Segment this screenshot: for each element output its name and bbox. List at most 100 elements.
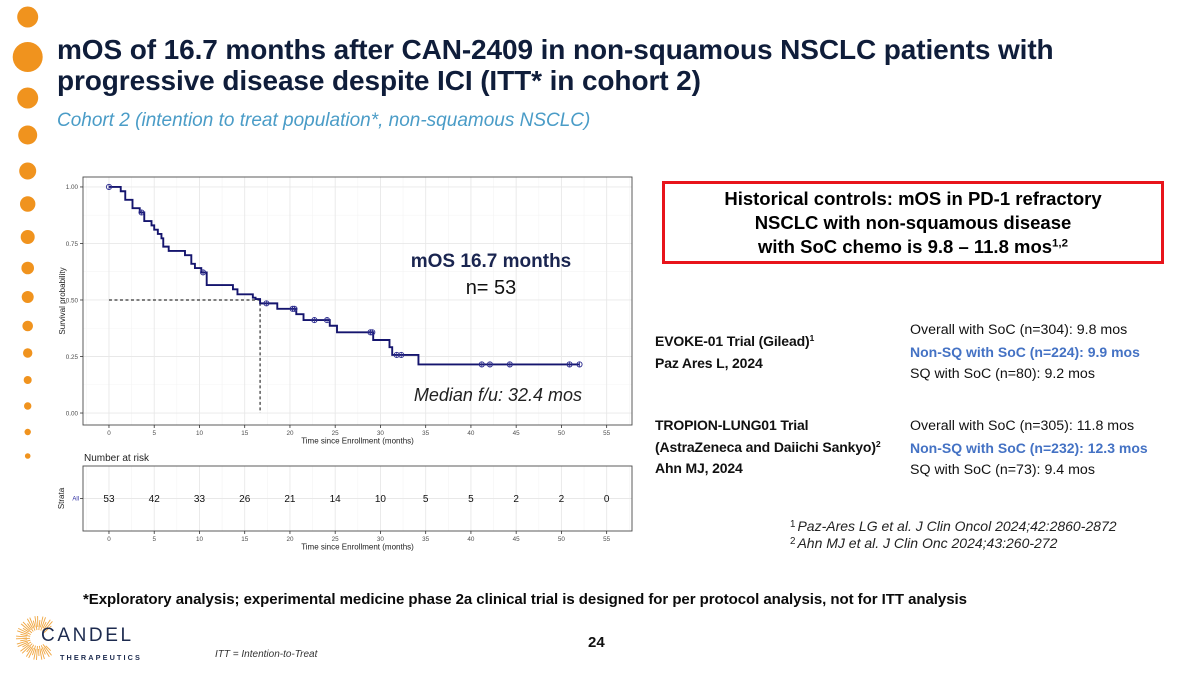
decorative-dot (20, 230, 35, 244)
median-os-annotation: mOS 16.7 months (410, 251, 572, 272)
decorative-dot (19, 162, 37, 180)
sunburst-ray (34, 616, 38, 631)
sunburst-ray (17, 630, 28, 635)
decorative-dot (23, 348, 33, 358)
risk-count: 2 (513, 494, 519, 505)
result-squamous: SQ with SoC (n=80): 9.2 mos (910, 366, 1095, 382)
risk-x-tick-label: 0 (107, 536, 111, 543)
risk-x-tick-label: 5 (152, 536, 156, 543)
trial-sponsor: (AstraZeneca and Daiichi Sankyo)2 (655, 437, 881, 459)
risk-x-tick-label: 55 (603, 536, 611, 543)
risk-count: 26 (239, 494, 251, 505)
historical-controls-line-3-text: with SoC chemo is 9.8 – 11.8 mos (757, 236, 1053, 257)
risk-x-tick-label: 30 (377, 536, 385, 543)
sunburst-ray (25, 644, 35, 657)
y-axis-title: Survival probability (58, 267, 67, 334)
trial-label-tropion-lung01: TROPION-LUNG01 Trial (AstraZeneca and Da… (655, 415, 881, 480)
risk-count: 33 (194, 494, 206, 505)
sunburst-ray (32, 645, 36, 656)
trial-name: TROPION-LUNG01 Trial (655, 417, 809, 433)
page-number: 24 (588, 634, 605, 651)
sunburst-icon (15, 615, 53, 660)
decorative-dot (17, 6, 39, 28)
sunburst-ray (40, 617, 46, 631)
sunburst-ray (38, 620, 41, 631)
x-tick-label: 25 (332, 430, 340, 437)
decorative-dot (17, 87, 39, 109)
risk-x-tick-label: 10 (196, 536, 204, 543)
trial-name: EVOKE-01 Trial (Gilead)1 (655, 331, 814, 353)
sunburst-ray (43, 647, 50, 658)
sunburst-ray (20, 644, 30, 652)
x-axis-title: Time since Enrollment (months) (301, 437, 414, 446)
risk-table-title: Number at risk (84, 453, 150, 464)
decorative-dot (20, 196, 36, 212)
x-tick-label: 10 (196, 430, 204, 437)
x-tick-label: 35 (422, 430, 430, 437)
x-tick-label: 30 (377, 430, 385, 437)
sunburst-ray (20, 633, 31, 637)
sample-size-annotation: n= 53 (465, 277, 517, 299)
sunburst-ray (26, 646, 32, 653)
sunburst-ray (20, 623, 33, 634)
sunburst-ray (40, 645, 46, 655)
result-overall: Overall with SoC (n=305): 11.8 mos (910, 418, 1135, 434)
sunburst-ray (16, 635, 28, 638)
reference-number: 1 (790, 518, 796, 530)
trial-sponsor-text: (AstraZeneca and Daiichi Sankyo) (655, 438, 876, 455)
historical-controls-line-2: NSCLC with non-squamous disease (754, 212, 1072, 233)
censor-mark (138, 209, 145, 216)
trial-author: Paz Ares L, 2024 (655, 354, 763, 371)
sunburst-ray (38, 645, 43, 660)
x-tick-label: 0 (107, 430, 111, 437)
decorative-dot (24, 428, 31, 436)
sunburst-ray (28, 647, 34, 659)
sunburst-ray (33, 648, 37, 660)
x-tick-label: 40 (467, 430, 475, 437)
censor-mark (105, 183, 113, 190)
reference-2: 2 Ahn MJ et al. J Clin Onc 2024;43:260-27… (790, 535, 1117, 552)
risk-x-tick-label: 25 (332, 536, 340, 543)
trial-label-evoke-01: EVOKE-01 Trial (Gilead)1 Paz Ares L, 202… (655, 331, 814, 374)
reference-text: Paz-Ares LG et al. J Clin Oncol 2024;42:… (797, 518, 1117, 534)
x-tick-label: 15 (241, 430, 249, 437)
sunburst-ray (40, 616, 44, 628)
strata-label: All (72, 497, 79, 503)
sunburst-ray (22, 621, 31, 631)
decorative-dot (24, 453, 31, 459)
trial-author: Ahn MJ, 2024 (655, 460, 743, 476)
x-tick-label: 50 (558, 430, 566, 437)
x-tick-label: 20 (286, 430, 294, 437)
company-logo-tagline: THERAPEUTICS (60, 653, 142, 662)
x-tick-label: 55 (603, 430, 611, 437)
median-followup-annotation: Median f/u: 32.4 mos (413, 385, 582, 405)
sunburst-ray (22, 641, 32, 648)
references: 1 Paz-Ares LG et al. J Clin Oncol 2024;42… (790, 518, 1117, 552)
x-tick-label: 45 (513, 430, 521, 437)
risk-x-tick-label: 50 (558, 536, 566, 543)
risk-table-y-title: Strata (57, 487, 66, 509)
risk-count: 2 (559, 494, 565, 505)
y-tick-label: 0.25 (66, 354, 79, 361)
y-tick-label: 1.00 (66, 184, 79, 191)
decorative-dot (24, 402, 32, 410)
sunburst-ray (42, 644, 52, 656)
sunburst-ray (32, 620, 36, 628)
result-non-squamous: Non-SQ with SoC (n=224): 9.9 mos (910, 344, 1140, 360)
km-survival-curve (108, 185, 580, 366)
decorative-dot (21, 261, 34, 275)
risk-x-axis-title: Time since Enrollment (months) (301, 543, 414, 552)
risk-x-tick-label: 45 (513, 536, 521, 543)
result-squamous: SQ with SoC (n=73): 9.4 mos (910, 462, 1095, 478)
historical-controls-box: Historical controls: mOS in PD-1 refract… (662, 181, 1164, 264)
itt-definition: ITT = Intention-to-Treat (215, 649, 318, 660)
reference-1: 1 Paz-Ares LG et al. J Clin Oncol 2024;42… (790, 518, 1117, 535)
sunburst-ray (42, 619, 51, 632)
sunburst-ray (45, 645, 52, 652)
sunburst-ray (18, 627, 32, 635)
risk-count: 53 (103, 494, 115, 505)
risk-count: 42 (149, 494, 161, 505)
sunburst-ray (36, 645, 38, 660)
reference-number: 2 (790, 535, 796, 547)
risk-x-tick-label: 20 (286, 536, 294, 543)
